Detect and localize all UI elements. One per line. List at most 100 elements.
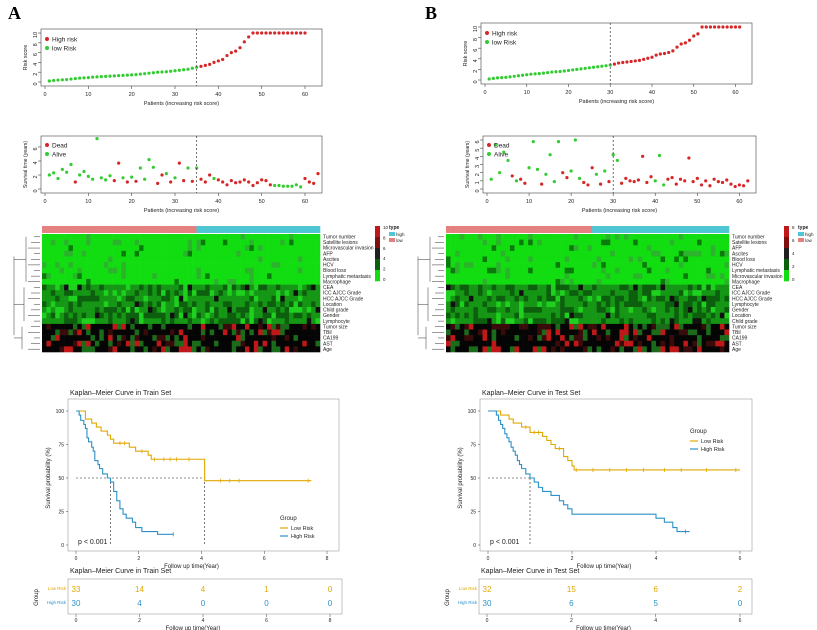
heatmap-train-cell [147, 318, 153, 325]
heatmap-test-cell [468, 234, 474, 240]
heatmap-train-cell [55, 290, 60, 297]
risk-table-train-count: 4 [201, 585, 206, 594]
heatmap-train-cell [156, 312, 162, 319]
risk-score-test-point [587, 66, 591, 70]
heatmap-train-cell [183, 273, 188, 280]
heatmap-test-cell [582, 340, 588, 347]
heatmap-test-cell [537, 318, 543, 325]
heatmap-test-cell [455, 267, 460, 274]
heatmap-test-cell [468, 239, 474, 246]
heatmap-train-cell [271, 250, 277, 257]
heatmap-test-cell [605, 267, 611, 274]
heatmap-test-cell [482, 245, 488, 252]
survival-status-train-legend-swatch-dead [45, 143, 49, 147]
heatmap-train-cell [72, 284, 78, 291]
heatmap-test-cell [523, 239, 529, 246]
heatmap-test-cell [523, 307, 529, 313]
heatmap-train-group-cell [214, 226, 219, 233]
heatmap-test-cell [546, 340, 552, 347]
heatmap-test-cell [706, 318, 712, 325]
heatmap-test-cell [724, 301, 730, 308]
heatmap-test-group-cell [614, 226, 620, 233]
heatmap-test-cell [724, 318, 730, 325]
heatmap-train-cell [306, 239, 312, 246]
heatmap-train-cell [289, 346, 294, 353]
heatmap-test-cell [477, 267, 483, 274]
heatmap-test-cell [655, 340, 661, 347]
heatmap-train-cell [152, 335, 158, 342]
heatmap-test-cell [655, 290, 661, 297]
heatmap-train-cell [258, 318, 263, 325]
heatmap-train-cell [192, 295, 197, 302]
heatmap-test-cell [660, 250, 666, 257]
heatmap-test-cell [614, 301, 620, 308]
heatmap-test-cell [487, 307, 492, 313]
heatmap-test-cell [651, 301, 657, 308]
risk-score-test-point [583, 66, 587, 70]
heatmap-test-cell [646, 318, 652, 325]
heatmap-train-cell [68, 290, 74, 297]
heatmap-train-cell [50, 245, 56, 252]
heatmap-test-cell [455, 323, 460, 330]
heatmap-test-cell [550, 250, 556, 257]
heatmap-test-cell [633, 323, 639, 330]
heatmap-train-cell [139, 250, 144, 257]
heatmap-test-cell [509, 262, 515, 269]
heatmap-test-cell [482, 267, 488, 274]
heatmap-train-cell [99, 234, 105, 240]
heatmap-test-cell [477, 301, 483, 308]
heatmap-test-cell [505, 234, 511, 240]
heatmap-test-cell [642, 290, 648, 297]
heatmap-train-cell [156, 340, 162, 347]
heatmap-test-cell [642, 318, 648, 325]
heatmap-test-cell [550, 323, 556, 330]
heatmap-train-cell [280, 256, 285, 263]
heatmap-test-cell [468, 278, 474, 285]
heatmap-train-cell [218, 312, 224, 319]
heatmap-train-cell [147, 335, 153, 342]
heatmap-test-cell [578, 267, 584, 274]
heatmap-train-cell [46, 318, 52, 325]
heatmap-train-cell [125, 295, 131, 302]
heatmap-test-cell [592, 335, 597, 342]
heatmap-test-cell [642, 307, 648, 313]
heatmap-train-cell [214, 267, 219, 274]
heatmap-train-cell [90, 295, 96, 302]
heatmap-test-cell [683, 250, 689, 257]
km-train-ytick-label: 100 [56, 409, 65, 415]
heatmap-train-cell [99, 340, 105, 347]
risk-score-test-point [733, 25, 738, 29]
heatmap-train-cell [121, 245, 127, 252]
heatmap-train-cell [94, 340, 100, 347]
heatmap-train-cell [183, 278, 188, 285]
heatmap-train-cell [275, 290, 281, 297]
heatmap-test-cell [446, 340, 451, 347]
survival-status-train-point [273, 183, 277, 188]
heatmap-test-cell [619, 329, 625, 336]
heatmap-test-cell [651, 295, 657, 302]
heatmap-test-cell [719, 267, 725, 274]
heatmap-train-cell [169, 335, 175, 342]
heatmap-test-cell [514, 284, 520, 291]
heatmap-train-cell [284, 273, 290, 280]
heatmap-train-scale-band [375, 237, 380, 249]
heatmap-train-cell [200, 335, 206, 342]
heatmap-train-cell [315, 312, 321, 319]
heatmap-test-cell [642, 335, 648, 342]
heatmap-train-cell [46, 278, 52, 285]
heatmap-train-cell [267, 307, 272, 313]
heatmap-train-cell [200, 290, 206, 297]
heatmap-test-cell [550, 290, 556, 297]
risk-score-test-point [654, 53, 658, 57]
heatmap-test-cell [505, 290, 511, 297]
heatmap-test-cell [692, 295, 698, 302]
survival-status-test-point [615, 158, 619, 163]
heatmap-test-cell [601, 239, 607, 246]
heatmap-test-group-cell [587, 226, 593, 233]
heatmap-train-cell [280, 245, 285, 252]
heatmap-train-group-cell [218, 226, 224, 233]
km-test-curve-low-risk [488, 410, 740, 471]
heatmap-train-cell [196, 323, 202, 330]
heatmap-train-cell [94, 245, 100, 252]
heatmap-train-cell [275, 284, 281, 291]
